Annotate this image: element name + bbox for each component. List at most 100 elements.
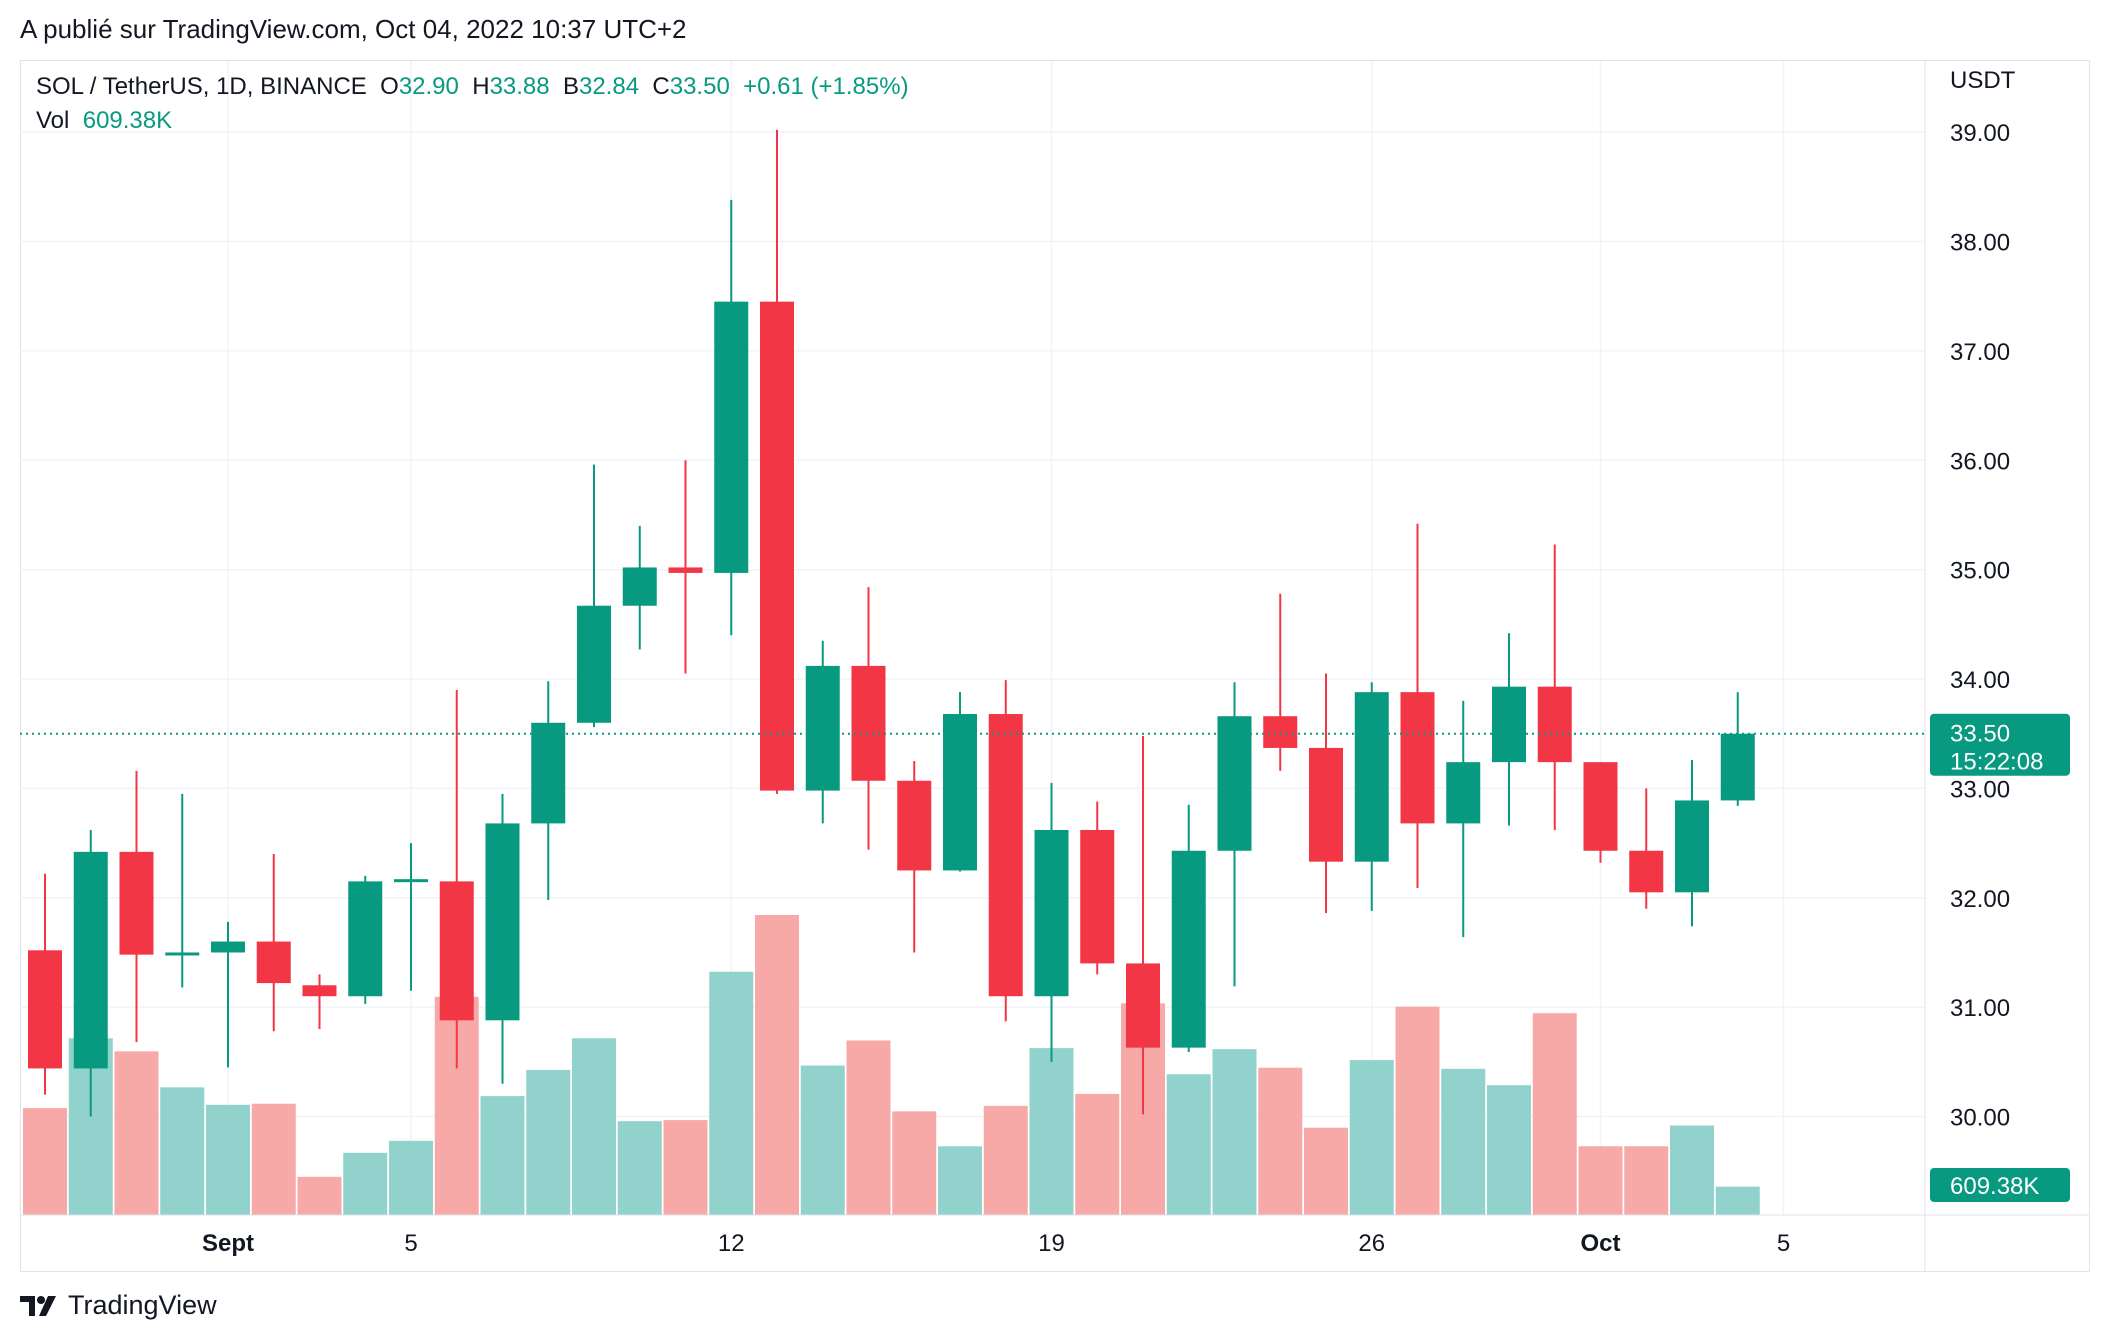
candle[interactable] (668, 460, 703, 674)
candle[interactable] (1080, 801, 1115, 975)
volume-bar (160, 1087, 205, 1215)
candle-body (577, 605, 611, 723)
volume-value: 609.38K (82, 107, 173, 134)
candle[interactable] (805, 640, 840, 824)
candle-body (1675, 800, 1709, 893)
candle[interactable] (897, 761, 932, 953)
tradingview-icon (20, 1295, 56, 1316)
candle-body (439, 881, 474, 1021)
volume-bar (846, 1040, 891, 1215)
price-tick-label: 38.00 (1950, 229, 2010, 256)
candle[interactable] (1492, 633, 1526, 826)
candle[interactable] (1583, 762, 1618, 863)
candle[interactable] (988, 680, 1023, 1022)
price-tick-label: 39.00 (1950, 120, 2010, 147)
candle[interactable] (28, 873, 62, 1095)
open-label: O (380, 73, 399, 100)
volume-bar (1670, 1125, 1714, 1215)
volume-bar (114, 1051, 159, 1215)
candle-body (897, 780, 932, 871)
volume-bar (297, 1176, 342, 1215)
candle-body (211, 941, 245, 953)
candle-body (1720, 733, 1755, 801)
candles (28, 129, 1755, 1117)
volume-label: Vol (36, 107, 70, 134)
volume-bar (1532, 1013, 1577, 1215)
last-volume-badge (1930, 1168, 2070, 1202)
candle[interactable] (485, 793, 520, 1084)
open-value: 32.90 (398, 73, 459, 100)
price-tick-label: 32.00 (1950, 886, 2010, 913)
chart-frame (20, 60, 2090, 1272)
candle[interactable] (1354, 682, 1389, 911)
candle-body (1446, 762, 1481, 824)
candle[interactable] (165, 793, 200, 988)
candle-body (256, 941, 291, 984)
high-label: H (472, 73, 490, 100)
symbol-label[interactable]: SOL / TetherUS, 1D, BINANCE (36, 73, 367, 100)
price-tick-label: 35.00 (1950, 558, 2010, 585)
candle[interactable] (1537, 544, 1572, 830)
volume-bar (800, 1065, 845, 1215)
candle-body (851, 665, 886, 781)
candle[interactable] (1309, 673, 1343, 914)
volume-bar (1349, 1060, 1394, 1215)
volume-bar (1212, 1049, 1257, 1215)
candle-body (1126, 963, 1160, 1048)
candle[interactable] (302, 974, 337, 1030)
candle[interactable] (851, 587, 886, 850)
candle-body (988, 714, 1023, 997)
candle[interactable] (622, 525, 657, 650)
time-tick-label: 12 (718, 1230, 745, 1257)
price-tick-label: 37.00 (1950, 339, 2010, 366)
candle[interactable] (1446, 700, 1481, 938)
candle-body (1309, 747, 1343, 862)
close-value: 33.50 (669, 73, 730, 100)
volume-bar (343, 1152, 388, 1215)
candle[interactable] (1263, 593, 1298, 771)
candle[interactable] (1629, 788, 1664, 909)
candle[interactable] (1217, 682, 1252, 987)
candle[interactable] (1171, 804, 1206, 1053)
candle[interactable] (1034, 782, 1069, 1062)
candle[interactable] (1675, 759, 1709, 927)
candle-body (165, 952, 200, 956)
candle[interactable] (439, 689, 474, 1069)
currency-label: USDT (1950, 67, 2016, 94)
candle[interactable] (119, 770, 154, 1043)
candle[interactable] (531, 681, 566, 900)
candle[interactable] (760, 129, 794, 794)
tradingview-logo[interactable]: TradingView (20, 1290, 217, 1321)
volume-bar (1578, 1146, 1623, 1215)
candle[interactable] (1400, 523, 1435, 888)
candle[interactable] (1720, 692, 1755, 806)
candle[interactable] (714, 199, 749, 636)
candle[interactable] (1126, 735, 1160, 1115)
volume-bar (1487, 1085, 1531, 1215)
time-tick-label: Oct (1580, 1230, 1620, 1257)
candle[interactable] (211, 921, 245, 1068)
close-label: C (652, 73, 670, 100)
volume-bar (206, 1104, 250, 1215)
volume-bar (1258, 1067, 1303, 1215)
candle[interactable] (577, 464, 611, 728)
volume-bar (1166, 1074, 1211, 1215)
candle-body (622, 567, 657, 606)
candle-body (73, 851, 108, 1069)
volume-bar (1075, 1093, 1120, 1215)
chart-legend: SOL / TetherUS, 1D, BINANCE O32.90 H33.8… (36, 70, 909, 138)
candle-body (1583, 762, 1618, 851)
candle[interactable] (394, 843, 428, 991)
volume-bar (1395, 1006, 1440, 1215)
candle[interactable] (943, 692, 977, 872)
volume-bar (251, 1103, 296, 1215)
volume-bar (23, 1108, 67, 1215)
volume-bar (1715, 1186, 1760, 1215)
candle-body (1171, 850, 1206, 1048)
candle[interactable] (73, 829, 108, 1117)
candle[interactable] (256, 854, 291, 1032)
candle[interactable] (348, 875, 383, 1004)
candle-body (485, 823, 520, 1021)
candle-body (943, 714, 977, 871)
